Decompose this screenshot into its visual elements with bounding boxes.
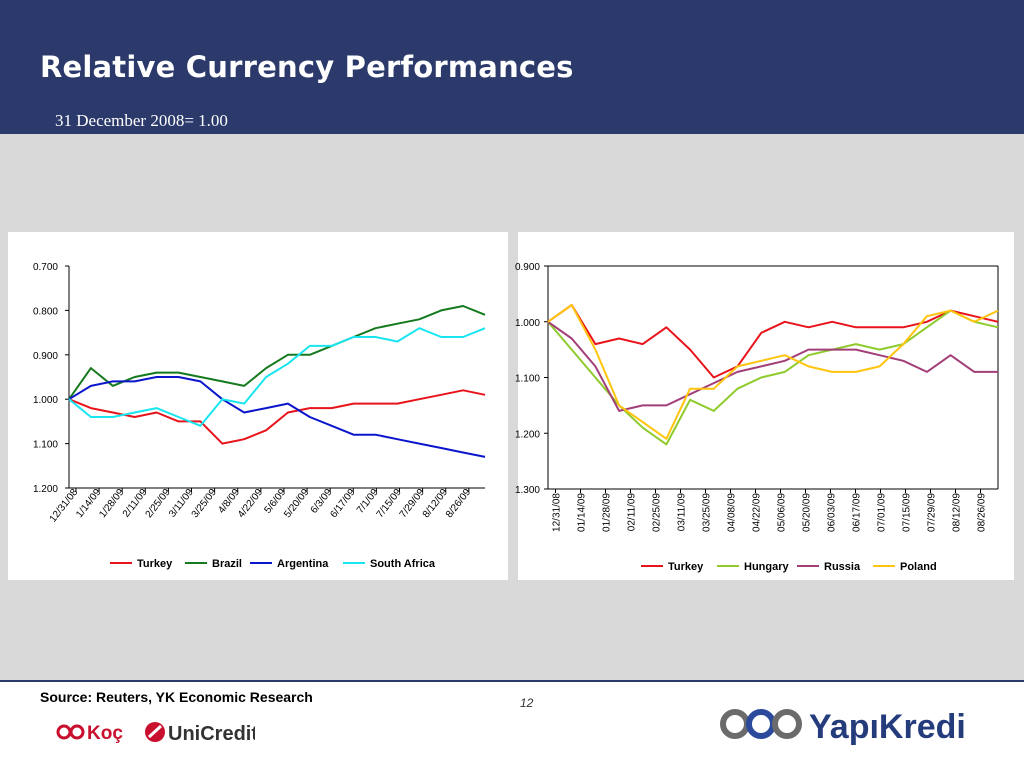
series-line-south-africa: [68, 327, 486, 427]
x-tick-label: 03/11/09: [677, 493, 688, 532]
unicredit-logo-text: UniCredit: [168, 723, 255, 745]
legend-entry: Poland: [900, 561, 937, 573]
series-line-poland: [547, 304, 999, 440]
x-tick-label: 01/28/09: [602, 493, 613, 532]
x-tick-label: 08/12/09: [952, 493, 963, 532]
x-tick-label: 07/15/09: [902, 493, 913, 532]
legend-entry: Turkey: [137, 558, 173, 570]
series-line-argentina: [68, 376, 486, 458]
legend-entry: Argentina: [277, 558, 329, 570]
x-tick-label: 03/25/09: [702, 493, 713, 532]
legend-entry: Brazil: [212, 558, 242, 570]
series-line-russia: [547, 320, 998, 412]
chart-panel: [518, 232, 1014, 580]
y-tick-label: 1.200: [515, 429, 540, 440]
legend-entry: Turkey: [668, 561, 704, 573]
x-tick-label: 12/31/08: [552, 493, 563, 532]
unicredit-logo-icon: UniCredit: [145, 722, 255, 745]
y-tick-label: 1.100: [33, 440, 58, 451]
page-number: 12: [520, 696, 534, 710]
legend-entry: South Africa: [370, 558, 436, 570]
x-tick-label: 07/29/09: [927, 493, 938, 532]
legend-entry: Hungary: [744, 561, 790, 573]
series-line-turkey: [68, 389, 486, 445]
legend-entry: Russia: [824, 561, 861, 573]
x-tick-label: 06/03/09: [827, 493, 838, 532]
series-line-turkey: [547, 304, 999, 379]
yapikredi-logo-text: YapıKredi: [809, 708, 966, 746]
x-tick-label: 01/14/09: [577, 493, 588, 532]
x-tick-label: 08/26/09: [977, 493, 988, 532]
y-tick-label: 1.000: [33, 395, 58, 406]
y-tick-label: 1.000: [515, 318, 540, 329]
chart-panel: [8, 232, 508, 580]
yapikredi-swirl-icon: [720, 709, 802, 739]
source-note: Source: Reuters, YK Economic Research: [40, 689, 313, 705]
chart-left: 0.7000.8000.9001.0001.1001.20012/31/081/…: [8, 232, 508, 580]
y-tick-label: 0.800: [33, 306, 58, 317]
x-tick-label: 04/22/09: [752, 493, 763, 532]
x-tick-label: 04/08/09: [727, 493, 738, 532]
x-tick-label: 05/06/09: [777, 493, 788, 532]
partner-logos: Koç UniCredit: [56, 722, 255, 745]
y-tick-label: 0.900: [515, 262, 540, 273]
x-tick-label: 06/17/09: [852, 493, 863, 532]
y-tick-label: 0.900: [33, 351, 58, 362]
koc-logo-text: Koç: [87, 723, 123, 744]
slide-header: [0, 0, 1024, 134]
x-tick-label: 07/01/09: [877, 493, 888, 532]
y-tick-label: 1.300: [515, 485, 540, 496]
slide-title: Relative Currency Performances: [40, 50, 574, 84]
series-line-brazil: [68, 305, 486, 400]
x-tick-label: 02/11/09: [627, 493, 638, 532]
y-tick-label: 1.100: [515, 374, 540, 385]
y-tick-label: 0.700: [33, 262, 58, 273]
yapikredi-logo: YapıKredi: [720, 708, 966, 746]
chart-right: 0.900 1.000 1.100 1.200 1.300 12/31/08 01/14/0…: [515, 232, 1014, 580]
slide-footer: [0, 680, 1024, 770]
x-tick-label: 02/25/09: [652, 493, 663, 532]
y-tick-label: 1.200: [33, 484, 58, 495]
x-tick-label: 05/20/09: [802, 493, 813, 532]
slide-subtitle: 31 December 2008= 1.00: [55, 111, 228, 130]
koc-logo-icon: Koç: [56, 723, 123, 744]
